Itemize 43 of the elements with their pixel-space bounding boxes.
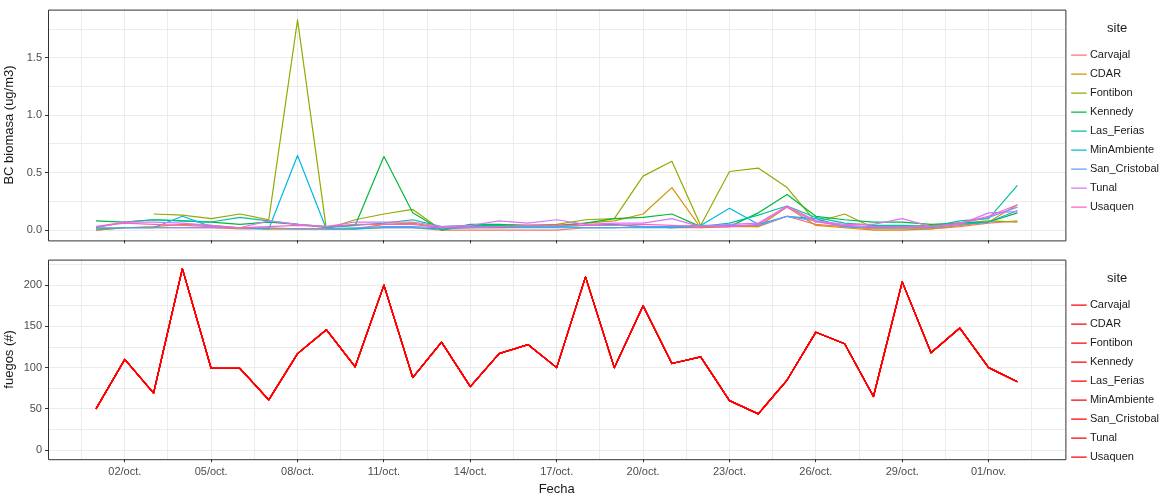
legend-label: Fontibon (1089, 336, 1133, 349)
x-tick-label: 23/oct. (712, 464, 746, 477)
x-tick-label: 01/nov. (970, 464, 1007, 477)
x-tick-label: 11/oct. (367, 464, 401, 477)
legend-label: Las_Ferias (1089, 124, 1145, 137)
y-tick-label: 50 (29, 401, 42, 414)
legend-label: Carvajal (1089, 298, 1131, 311)
y-tick-label: 0.0 (26, 223, 42, 236)
x-axis-title: Fecha (538, 480, 576, 496)
x-tick-label: 14/oct. (453, 464, 487, 477)
y-tick-label: 150 (23, 319, 42, 332)
legend-label: San_Cristobal (1089, 412, 1159, 425)
y-tick-label: 0 (35, 443, 42, 456)
legend-label: Las_Ferias (1089, 374, 1145, 387)
x-tick-label: 02/oct. (108, 464, 142, 477)
x-tick-label: 17/oct. (540, 464, 574, 477)
legend-label: MinAmbiente (1089, 393, 1155, 406)
x-tick-label: 08/oct. (281, 464, 315, 477)
legend-label: Usaquen (1089, 450, 1134, 463)
legend-label: Tunal (1089, 181, 1118, 194)
y-tick-label: 100 (23, 360, 42, 373)
legend-label: CDAR (1089, 67, 1122, 80)
y-tick-label: 200 (23, 278, 42, 291)
x-tick-label: 26/oct. (799, 464, 833, 477)
x-tick-label: 05/oct. (194, 464, 228, 477)
y-tick-label: 0.5 (26, 165, 42, 178)
legend-label: Usaquen (1089, 200, 1134, 213)
legend-label: Tunal (1089, 431, 1118, 444)
legend-label: Carvajal (1089, 48, 1131, 61)
legend-label: Kennedy (1089, 355, 1134, 368)
legend-label: San_Cristobal (1089, 162, 1159, 175)
legend-label: MinAmbiente (1089, 143, 1155, 156)
y-axis-title: BC biomasa (ug/m3) (1, 65, 17, 185)
legend-label: Fontibon (1089, 86, 1133, 99)
x-tick-label: 29/oct. (885, 464, 919, 477)
y-axis-title: fuegos (#) (1, 330, 17, 389)
legend-label: CDAR (1089, 317, 1122, 330)
legend-title: site (1107, 270, 1128, 286)
y-tick-label: 1.0 (26, 108, 42, 121)
legend-title: site (1107, 20, 1128, 36)
legend-label: Kennedy (1089, 105, 1134, 118)
y-tick-label: 1.5 (26, 50, 42, 63)
x-tick-label: 20/oct. (626, 464, 660, 477)
